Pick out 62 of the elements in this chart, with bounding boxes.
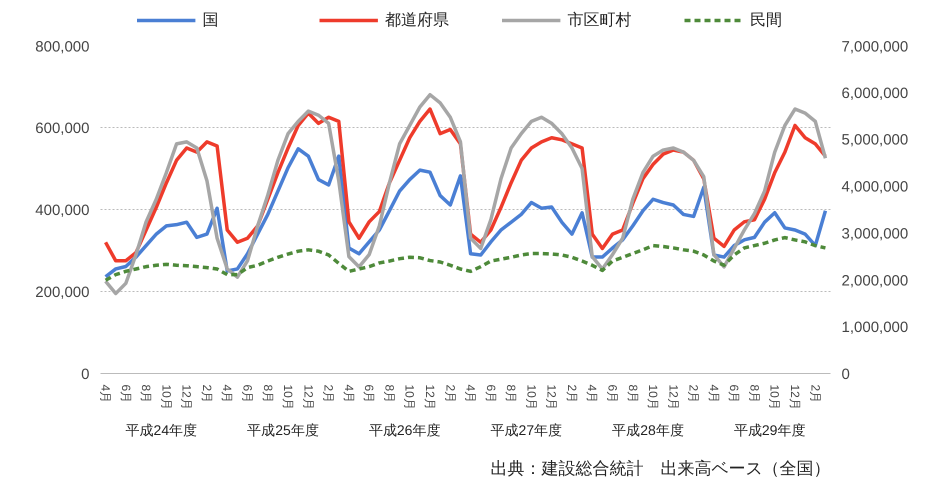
text: 平成27年度	[490, 422, 562, 438]
x-tick-label: 4月	[464, 384, 478, 404]
x-tick-label: 4月	[98, 384, 113, 404]
x-tick-label: 8月	[747, 384, 762, 404]
text: 平成24年度	[126, 422, 198, 438]
x-tick-label: 2月	[443, 384, 458, 404]
y2-tick-label: 4,000,000	[842, 178, 908, 196]
x-tick-label: 8月	[139, 384, 154, 404]
x-tick-label: 4月	[342, 384, 356, 404]
x-tick-label: 4月	[706, 384, 721, 404]
x-tick-label: 10月	[768, 384, 782, 410]
y-tick-label: 0	[81, 366, 90, 383]
x-tick-label: 10月	[524, 384, 538, 410]
line-series	[104, 236, 828, 282]
x-tick-label: 12月	[544, 384, 559, 410]
y-tick-label: 600,000	[35, 120, 90, 137]
text: 平成28年度	[612, 422, 684, 438]
x-tick-label: 10月	[159, 384, 174, 410]
y2-tick-label: 6,000,000	[842, 84, 908, 102]
x-tick-label: 12月	[423, 384, 438, 410]
y-tick-label: 400,000	[35, 202, 90, 219]
y2-tick-label: 5,000,000	[842, 132, 908, 149]
x-tick-label: 4月	[585, 384, 600, 404]
x-tick-label: 6月	[606, 384, 620, 404]
x-tick-label: 2月	[808, 384, 822, 404]
x-tick-label: 8月	[260, 384, 275, 404]
x-tick-label: 2月	[322, 384, 336, 404]
text: 平成26年度	[368, 422, 440, 438]
y2-tick-label: 3,000,000	[842, 225, 908, 242]
y-tick-label: 200,000	[35, 284, 90, 301]
legend-label: 都道府県	[385, 11, 450, 29]
source-note: 出典：建設総合統計 出来高ベース（全国）	[490, 459, 830, 478]
x-tick-label: 2月	[200, 384, 214, 404]
x-tick-label: 12月	[788, 384, 802, 410]
x-tick-label: 6月	[240, 384, 255, 404]
x-tick-label: 6月	[118, 384, 133, 404]
x-tick-label: 4月	[220, 384, 234, 404]
x-tick-label: 2月	[564, 384, 579, 404]
x-tick-label: 12月	[301, 384, 316, 410]
x-tick-label: 6月	[727, 384, 742, 404]
y2-tick-label: 7,000,000	[842, 38, 908, 56]
y-tick-label: 800,000	[35, 38, 90, 56]
y2-tick-label: 2,000,000	[842, 272, 908, 290]
x-tick-label: 10月	[646, 384, 660, 410]
y2-tick-label: 0	[842, 366, 850, 383]
text: 平成29年度	[734, 422, 806, 438]
x-tick-label: 12月	[666, 384, 680, 410]
x-tick-label: 8月	[382, 384, 396, 404]
y2-tick-label: 1,000,000	[842, 319, 908, 336]
x-tick-label: 10月	[281, 384, 296, 410]
legend-label: 民間	[750, 12, 782, 29]
x-tick-label: 2月	[686, 384, 701, 404]
x-tick-label: 12月	[180, 384, 194, 410]
x-tick-label: 6月	[362, 384, 376, 404]
x-tick-label: 8月	[626, 384, 640, 404]
x-tick-label: 10月	[402, 384, 417, 410]
x-tick-label: 8月	[504, 384, 518, 404]
legend-label: 市区町村	[568, 11, 632, 29]
legend-label: 国	[202, 12, 219, 29]
x-tick-label: 6月	[484, 384, 498, 404]
text: 平成25年度	[247, 422, 319, 438]
line-series	[104, 92, 828, 296]
